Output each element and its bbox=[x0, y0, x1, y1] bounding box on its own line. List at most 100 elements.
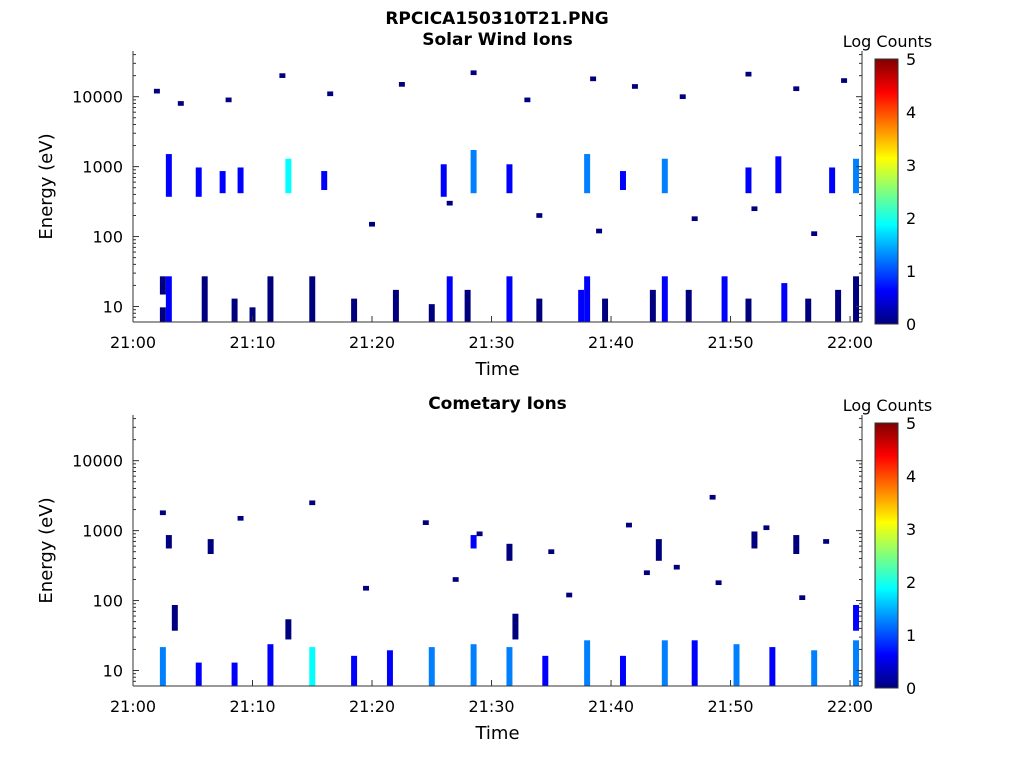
data-cell bbox=[506, 543, 513, 561]
data-cell bbox=[673, 564, 680, 570]
data-cell bbox=[566, 592, 573, 598]
colorbar bbox=[874, 58, 899, 325]
x-tick-label: 21:30 bbox=[468, 333, 514, 352]
colorbar-label: Log Counts bbox=[843, 396, 933, 415]
data-cell bbox=[309, 276, 316, 322]
data-cell bbox=[631, 84, 638, 89]
data-cell bbox=[679, 94, 686, 100]
solar-wind-panel: Solar Wind Ions 21:00 21:10 21:20 21:30 21:40… bbox=[36, 30, 932, 380]
data-cell bbox=[476, 531, 483, 537]
data-cell bbox=[225, 97, 232, 103]
data-cell bbox=[446, 200, 453, 206]
data-cell bbox=[392, 289, 399, 322]
data-cell bbox=[829, 167, 836, 194]
data-cell bbox=[285, 619, 292, 640]
panel-title: Cometary Ions bbox=[428, 394, 567, 414]
data-cell bbox=[781, 283, 788, 322]
data-cell bbox=[470, 150, 477, 194]
x-tick-label: 21:50 bbox=[707, 697, 753, 716]
data-cell bbox=[237, 515, 244, 521]
data-cell bbox=[506, 164, 513, 194]
data-cell bbox=[506, 647, 513, 686]
colorbar-tick-label: 2 bbox=[906, 573, 916, 592]
data-cell bbox=[440, 164, 447, 197]
data-cell bbox=[793, 86, 800, 92]
data-cell bbox=[428, 647, 435, 686]
colorbar-label: Log Counts bbox=[843, 32, 933, 51]
data-cell bbox=[512, 613, 519, 640]
x-tick-label: 21:00 bbox=[110, 333, 156, 352]
data-cell bbox=[309, 500, 316, 506]
data-cell bbox=[709, 494, 716, 500]
data-cell bbox=[267, 644, 274, 686]
colorbar-tick-label: 1 bbox=[906, 626, 916, 645]
x-tick-label: 22:00 bbox=[827, 333, 873, 352]
data-cell bbox=[159, 307, 166, 322]
data-cell bbox=[643, 570, 650, 576]
data-cell bbox=[542, 655, 549, 686]
data-cell bbox=[661, 640, 668, 686]
x-tick-label: 21:50 bbox=[707, 333, 753, 352]
data-cell bbox=[853, 604, 860, 631]
data-cell bbox=[207, 539, 214, 555]
figure-title: RPCICA150310T21.PNG bbox=[385, 9, 608, 29]
colorbar-tick-label: 0 bbox=[906, 679, 916, 698]
data-cell bbox=[661, 158, 668, 194]
data-cell bbox=[201, 276, 208, 322]
data-cell bbox=[584, 154, 591, 194]
data-cell bbox=[536, 213, 543, 218]
colorbar-tick-label: 0 bbox=[906, 315, 916, 334]
data-cell bbox=[661, 276, 668, 322]
data-cell bbox=[691, 216, 698, 222]
y-axis-label: Energy (eV) bbox=[36, 497, 57, 603]
x-axis-label: Time bbox=[474, 359, 519, 380]
y-tick-label: 100 bbox=[92, 592, 123, 611]
colorbar-tick-label: 3 bbox=[906, 520, 916, 539]
data-cell bbox=[823, 539, 830, 544]
data-cell bbox=[195, 167, 202, 197]
data-cell bbox=[165, 276, 172, 322]
data-cell bbox=[452, 577, 459, 582]
colorbar-tick-label: 5 bbox=[906, 50, 916, 69]
data-cell bbox=[548, 549, 555, 555]
data-cell bbox=[321, 171, 328, 191]
data-cell bbox=[536, 298, 543, 322]
y-axis-label: Energy (eV) bbox=[36, 133, 57, 239]
data-cell bbox=[159, 647, 166, 686]
data-cell bbox=[267, 276, 274, 322]
data-cell bbox=[446, 276, 453, 322]
data-cell bbox=[685, 289, 692, 322]
data-cell bbox=[763, 525, 770, 531]
data-cell bbox=[165, 535, 172, 549]
colorbar-tick-label: 1 bbox=[906, 262, 916, 281]
data-cell bbox=[171, 604, 178, 631]
x-axis-label: Time bbox=[474, 723, 519, 744]
data-cell bbox=[775, 156, 782, 194]
y-tick-label: 10000 bbox=[72, 88, 123, 107]
data-cell bbox=[590, 76, 597, 82]
colorbar bbox=[874, 422, 899, 689]
data-cell bbox=[231, 662, 238, 686]
colorbar-tick-label: 5 bbox=[906, 414, 916, 433]
data-cell bbox=[285, 158, 292, 194]
data-cell bbox=[721, 276, 728, 322]
y-tick-label: 10 bbox=[103, 661, 123, 680]
colorbar-tick-label: 4 bbox=[906, 467, 916, 486]
data-cell bbox=[578, 289, 585, 322]
data-cell bbox=[584, 276, 591, 322]
data-cell bbox=[853, 276, 860, 322]
data-cell bbox=[793, 535, 800, 555]
data-cell bbox=[165, 154, 172, 197]
x-tick-label: 22:00 bbox=[827, 697, 873, 716]
colorbar-tick-label: 4 bbox=[906, 103, 916, 122]
data-cell bbox=[745, 167, 752, 194]
data-cell bbox=[619, 655, 626, 686]
data-cell bbox=[470, 644, 477, 686]
data-cell bbox=[524, 97, 531, 103]
data-cell bbox=[619, 171, 626, 191]
data-cell bbox=[470, 70, 477, 76]
data-cell bbox=[219, 171, 226, 194]
x-tick-label: 21:40 bbox=[588, 697, 634, 716]
y-tick-label: 1000 bbox=[82, 522, 123, 541]
